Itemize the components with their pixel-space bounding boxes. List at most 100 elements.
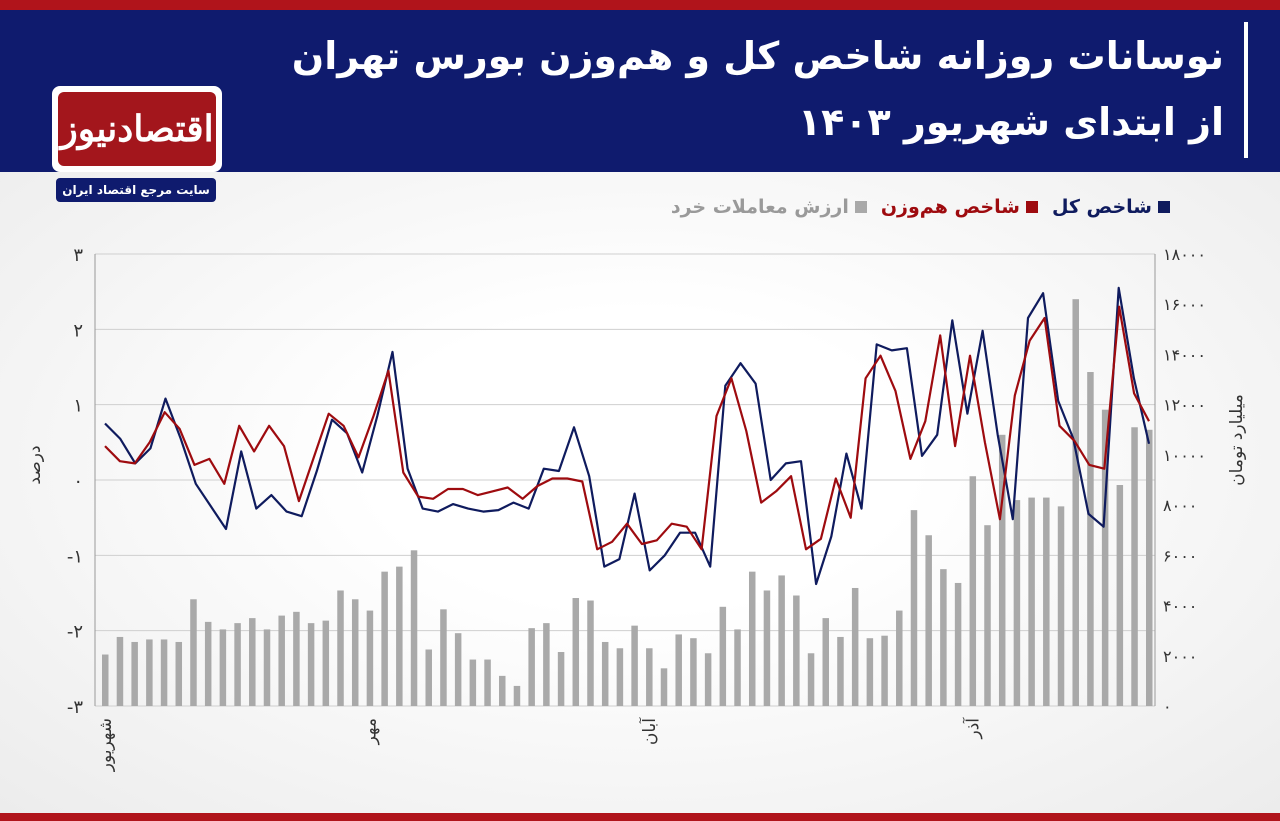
volume-bar: [513, 685, 521, 706]
volume-bar: [719, 606, 727, 706]
right-axis-title: میلیارد تومان: [1227, 394, 1247, 486]
volume-bar: [234, 623, 241, 706]
volume-bar: [704, 653, 712, 706]
volume-bar: [116, 636, 124, 706]
volume-bar: [131, 641, 138, 706]
volume-bar: [322, 620, 330, 706]
volume-bar: [969, 476, 977, 706]
logo: اقتصادنیوز: [52, 86, 222, 172]
volume-bar: [381, 571, 388, 706]
volume-bar: [1116, 485, 1124, 706]
left-tick-label: ۳: [73, 245, 83, 266]
right-tick-label: ۶۰۰۰: [1163, 546, 1197, 565]
title-divider: [1244, 22, 1248, 158]
volume-bar: [646, 648, 653, 706]
left-axis-title: درصد: [25, 445, 45, 484]
series-line-equal: [104, 305, 1150, 551]
month-label: مهر: [361, 718, 381, 745]
top-accent-strip: [0, 0, 1280, 10]
volume-bar: [425, 649, 432, 706]
volume-bars: [102, 299, 1153, 706]
volume-bar: [601, 641, 609, 706]
volume-bar: [998, 434, 1006, 706]
logo-subtitle: سایت مرجع اقتصاد ایران: [56, 178, 216, 202]
volume-bar: [1013, 500, 1021, 706]
month-label: آذر: [962, 717, 984, 740]
volume-bar: [557, 652, 565, 706]
legend-label-total: شاخص کل: [1051, 196, 1152, 218]
volume-bar: [454, 633, 462, 706]
volume-bar: [940, 569, 947, 706]
right-tick-label: ۱۴۰۰۰: [1163, 345, 1206, 364]
volume-bar: [587, 600, 594, 706]
volume-bar: [351, 599, 359, 706]
volume-bar: [572, 598, 580, 706]
volume-bar: [337, 590, 344, 706]
legend-item-volume: ارزش معاملات خرد: [671, 196, 867, 218]
volume-bar: [484, 659, 491, 706]
left-tick-label: ۲: [73, 320, 83, 341]
right-tick-label: ۴۰۰۰: [1163, 597, 1197, 616]
volume-bar: [660, 668, 668, 706]
volume-bar: [1057, 506, 1065, 706]
volume-bar: [499, 675, 506, 706]
volume-bar: [984, 525, 991, 706]
volume-bar: [204, 621, 212, 706]
volume-bar: [440, 609, 447, 706]
volume-bar: [307, 623, 315, 706]
logo-wordmark: اقتصادنیوز: [58, 92, 216, 166]
volume-bar: [1028, 497, 1035, 706]
left-tick-label: -۳: [67, 697, 83, 718]
volume-bar: [925, 535, 932, 706]
right-tick-label: ۱۶۰۰۰: [1163, 295, 1206, 314]
volume-bar: [160, 639, 168, 706]
legend-swatch-volume: [854, 201, 867, 213]
volume-bar: [822, 618, 830, 706]
chart-title-line2: از ابتدای شهریور ۱۴۰۳: [797, 100, 1224, 144]
volume-bar: [851, 587, 859, 706]
volume-bar: [690, 638, 697, 706]
volume-bar: [396, 566, 403, 706]
volume-bar: [837, 636, 844, 706]
volume-bar: [410, 550, 418, 706]
volume-bar: [910, 510, 918, 706]
volume-bar: [1146, 429, 1153, 706]
volume-bar: [896, 610, 903, 706]
volume-bar: [616, 648, 624, 706]
right-tick-label: ۲۰۰۰: [1163, 647, 1197, 666]
volume-bar: [190, 599, 197, 706]
bottom-accent-strip: [0, 813, 1280, 821]
series-line-total: [104, 286, 1151, 586]
volume-bar: [543, 623, 550, 706]
volume-bar: [748, 571, 756, 706]
left-tick-label: ۰: [73, 471, 83, 492]
month-label: شهریور: [96, 718, 116, 772]
volume-bar: [219, 629, 227, 706]
volume-bar: [1087, 372, 1094, 706]
volume-bar: [1072, 299, 1079, 706]
volume-bar: [881, 635, 888, 706]
volume-bar: [763, 590, 771, 706]
right-tick-label: ۱۰۰۰۰: [1163, 446, 1206, 465]
volume-bar: [249, 618, 256, 706]
volume-bar: [1101, 409, 1109, 706]
legend-label-volume: ارزش معاملات خرد: [670, 196, 849, 218]
volume-bar: [793, 595, 800, 706]
volume-bar: [102, 654, 109, 706]
volume-bar: [528, 628, 535, 706]
volume-bar: [954, 582, 962, 706]
legend-swatch-total: [1158, 201, 1170, 213]
right-tick-label: ۸۰۰۰: [1163, 496, 1197, 515]
volume-bar: [866, 638, 874, 706]
chart-legend: شاخص کل شاخص هم‌وزن ارزش معاملات خرد: [671, 196, 1170, 218]
left-tick-label: ۱: [73, 396, 83, 417]
volume-bar: [175, 641, 183, 706]
series-lines: [104, 286, 1151, 586]
month-label: آبان: [638, 717, 660, 745]
right-tick-label: ۱۸۰۰۰: [1163, 245, 1206, 264]
volume-bar: [278, 615, 285, 706]
volume-bar: [1043, 497, 1050, 706]
left-tick-label: -۲: [67, 622, 83, 643]
volume-bar: [293, 611, 300, 706]
volume-bar: [807, 653, 815, 706]
